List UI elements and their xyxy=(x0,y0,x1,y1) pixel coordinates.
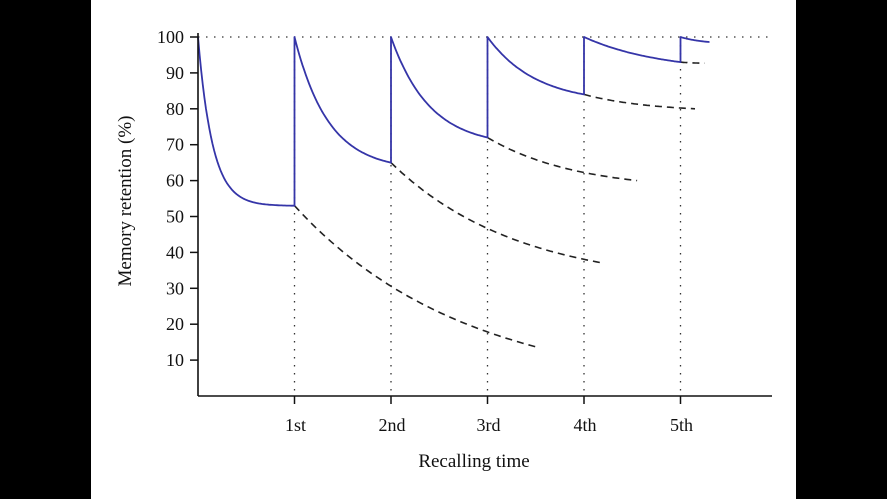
y-tick-label-60: 60 xyxy=(166,171,184,191)
x-tick-label-3rd: 3rd xyxy=(477,415,501,435)
y-tick-label-90: 90 xyxy=(166,63,184,83)
x-tick-label-2nd: 2nd xyxy=(379,415,406,435)
forgetting-curve-5 xyxy=(680,61,705,65)
y-tick-label-30: 30 xyxy=(166,278,184,298)
y-tick-label-20: 20 xyxy=(166,314,184,334)
retention-line xyxy=(197,36,710,207)
y-tick-label-80: 80 xyxy=(166,99,184,119)
y-ticks: 10 20 30 40 50 60 70 80 90 100 xyxy=(157,27,198,370)
y-tick-label-100: 100 xyxy=(157,27,184,47)
forgetting-curve-4 xyxy=(583,93,696,110)
y-axis-title: Memory retention (%) xyxy=(115,116,136,287)
chart-panel: 10 20 30 40 50 60 70 80 90 100 1st 2nd 3rd 4th 5th Re… xyxy=(91,0,796,499)
forgetting-curves xyxy=(293,61,705,349)
forgetting-curve-2 xyxy=(390,162,604,264)
y-tick-label-70: 70 xyxy=(166,135,184,155)
x-axis-title: Recalling time xyxy=(418,451,529,472)
y-tick-label-50: 50 xyxy=(166,207,184,227)
x-tick-label-4th: 4th xyxy=(573,415,596,435)
x-tick-label-1st: 1st xyxy=(285,415,306,435)
y-tick-label-10: 10 xyxy=(166,350,184,370)
axes xyxy=(197,33,772,397)
gridlines xyxy=(198,36,772,396)
x-tick-label-5th: 5th xyxy=(670,415,693,435)
x-ticks: 1st 2nd 3rd 4th 5th xyxy=(285,396,693,435)
forgetting-curve-3 xyxy=(487,136,638,182)
retention-curve xyxy=(197,36,710,207)
retention-chart: 10 20 30 40 50 60 70 80 90 100 1st 2nd 3rd 4th 5th Re… xyxy=(115,27,772,472)
forgetting-curve-1 xyxy=(293,205,539,349)
y-tick-label-40: 40 xyxy=(166,242,184,262)
